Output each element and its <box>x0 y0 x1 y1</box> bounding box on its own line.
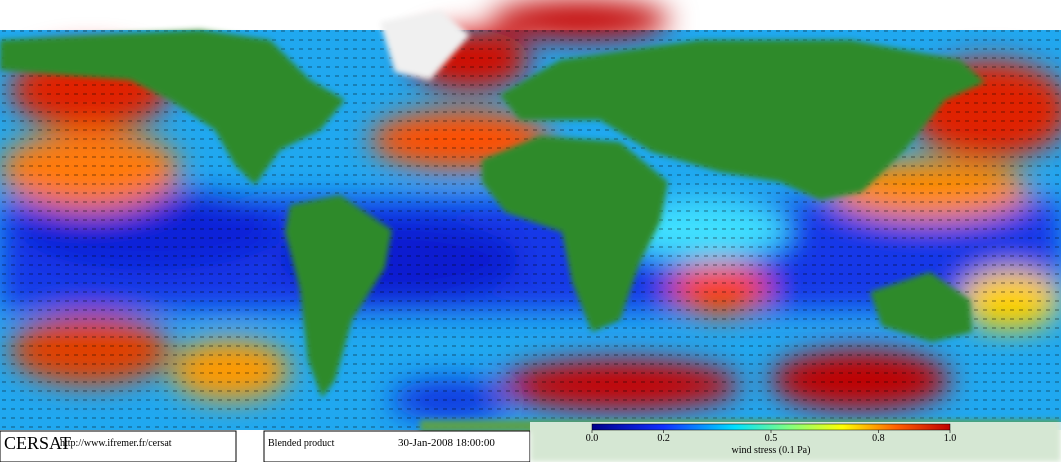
colorbar-label: wind stress (0.1 Pa) <box>732 445 811 456</box>
colorbar-tick-label: 0.0 <box>586 433 599 444</box>
colorbar-tick-label: 0.5 <box>765 433 778 444</box>
product: Blended product <box>268 438 335 449</box>
logo: CERSAT <box>4 433 71 453</box>
footer: CERSAT http://www.ifremer.fr/cersat Blen… <box>0 430 531 462</box>
info-box <box>263 430 531 462</box>
colorbar-scale <box>591 423 951 431</box>
logo-box <box>0 430 237 462</box>
colorbar: wind stress (0.1 Pa) 0.0 0.2 0.5 0.8 1.0 <box>530 422 1061 462</box>
url: http://www.ifremer.fr/cersat <box>60 438 172 449</box>
date: 30-Jan-2008 18:00:00 <box>398 437 495 449</box>
colorbar-tick-label: 0.2 <box>657 433 670 444</box>
colorbar-tick-label: 1.0 <box>944 433 957 444</box>
colorbar-tick-label: 0.8 <box>872 433 885 444</box>
